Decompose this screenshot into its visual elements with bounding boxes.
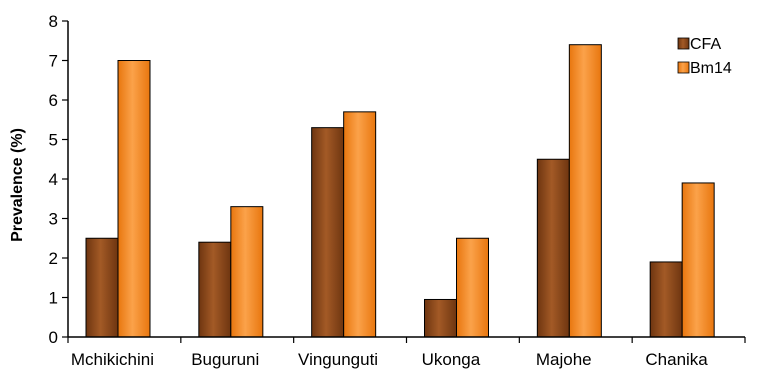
bar-cfa-ukonga — [424, 298, 457, 338]
bar-cfa-buguruni — [198, 241, 232, 338]
x-tick-label: Majohe — [536, 350, 592, 369]
legend-swatch-cfa — [677, 37, 690, 50]
y-tick-label: 1 — [49, 289, 58, 308]
y-tick-label: 0 — [49, 328, 58, 347]
bar-bm14-buguruni — [230, 206, 264, 338]
bar-cfa-majohe — [536, 158, 570, 338]
bar-bm14-ukonga — [456, 237, 489, 338]
bar-cfa-vingunguti — [311, 127, 345, 338]
x-tick-label: Ukonga — [422, 350, 481, 369]
axes-group — [67, 21, 746, 343]
y-tick-label: 8 — [49, 12, 58, 31]
legend-swatch-bm14 — [677, 61, 690, 74]
legend-label-bm14: Bm14 — [690, 60, 732, 77]
y-tick-label: 4 — [49, 170, 58, 189]
bar-cfa-chanika — [649, 261, 683, 338]
y-tick-label: 3 — [49, 210, 58, 229]
bar-bm14-vingunguti — [343, 111, 377, 338]
x-tick-label: Buguruni — [191, 350, 259, 369]
x-tick-labels-group: Mchikichini Buguruni Vingunguti Ukonga Majoh… — [71, 350, 708, 369]
bar-cfa-mchikichini — [85, 237, 119, 338]
y-axis-label: Prevalence (%) — [9, 128, 26, 242]
bar-bm14-mchikichini — [117, 60, 151, 338]
y-tick-label: 5 — [49, 131, 58, 150]
legend: CFA Bm14 — [677, 36, 732, 77]
x-tick-label: Mchikichini — [71, 350, 154, 369]
legend-label-cfa: CFA — [690, 36, 721, 53]
bar-bm14-chanika — [681, 182, 715, 338]
y-ticks-group: 0 1 2 3 4 5 6 7 8 — [49, 12, 68, 347]
y-tick-label: 6 — [49, 91, 58, 110]
y-tick-label: 7 — [49, 52, 58, 71]
x-tick-label: Vingunguti — [298, 350, 378, 369]
x-tick-label: Chanika — [645, 350, 708, 369]
bar-bm14-majohe — [568, 44, 602, 338]
bars-group — [85, 44, 715, 338]
y-tick-label: 2 — [49, 249, 58, 268]
